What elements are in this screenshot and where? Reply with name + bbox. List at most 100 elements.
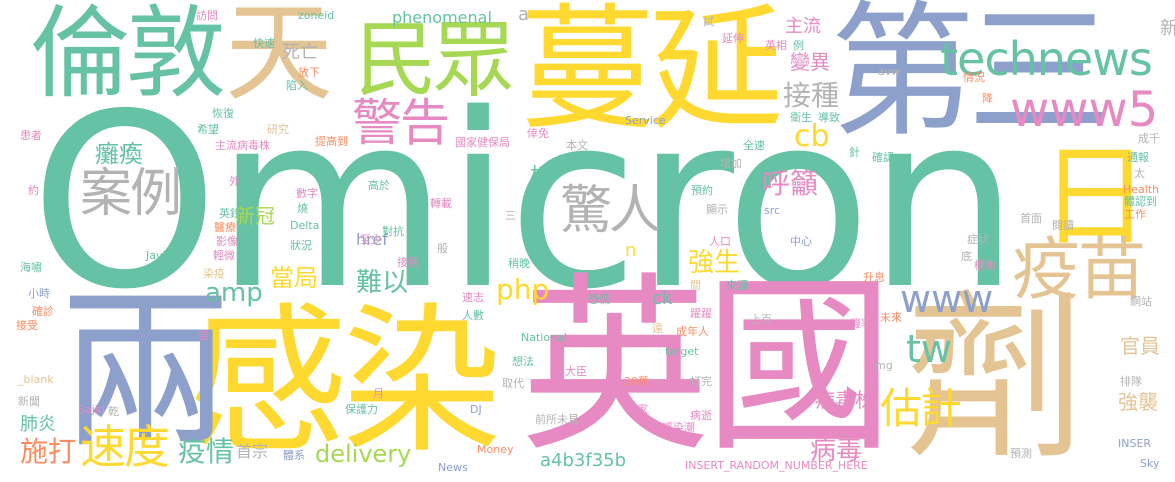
word-anli: 案例 [80, 164, 182, 224]
word-www: www [900, 277, 994, 321]
word-img: img [872, 359, 893, 372]
word-dachen: 大臣 [565, 365, 587, 378]
word-tanhuan: 癱瘓 [95, 140, 143, 168]
word-xinguan: 新冠 [235, 204, 275, 228]
word-src: src [764, 204, 781, 217]
word-tw: tw [906, 327, 952, 371]
word-www5: www5 [1010, 82, 1159, 138]
word-yue2: 月 [373, 387, 384, 400]
word-daozhi: 導致 [818, 111, 840, 124]
word-bingshi: 病逝 [690, 409, 712, 422]
word-tai: 太 [1134, 167, 1145, 180]
word-gongzuo: 工作 [1124, 208, 1146, 221]
word-jujia: 居家 [626, 403, 648, 416]
word-xiwang: 希望 [197, 123, 219, 136]
word-cb: cb [794, 119, 830, 154]
word-gaoyu: 高於 [368, 179, 390, 192]
word-queren: 確認 [872, 151, 894, 164]
word-qiangsheng: 強生 [688, 248, 741, 278]
word-tongbao: 通報 [1127, 151, 1149, 164]
word-yingxiang2: 影像 [216, 235, 238, 248]
word-quezhen: 確診 [32, 305, 54, 318]
word-bianyi: 變異 [790, 50, 830, 74]
word-lundun: 倫敦 [30, 0, 226, 112]
word-technews: technews [940, 32, 1153, 86]
word-zengjia: 增加 [720, 157, 742, 170]
word-zhuanzai: 轉載 [430, 197, 452, 210]
word-sky: Sky [1140, 457, 1160, 470]
word-chengqian: 成千 [1138, 132, 1160, 145]
word-kuaisu: 快速 [253, 37, 275, 50]
word-tirendao: 體認到 [1124, 195, 1157, 208]
word-xiaoshi: 小時 [28, 287, 50, 300]
word-shaowan: 稍晚 [508, 257, 530, 270]
word-omicron: Omicron [30, 62, 1020, 342]
word-quansu: 全速 [743, 139, 765, 152]
word-insert-random: INSERT_RANDOM_NUMBER_HERE [685, 459, 868, 472]
word-renkou: 人口 [709, 235, 731, 248]
word-renshu: 人數 [462, 309, 484, 322]
word-yuce: 預測 [1010, 447, 1032, 460]
word-quanheng: 權衡 [974, 259, 996, 272]
word-guji: 估計 [880, 384, 962, 433]
word-yiliao: 醫療 [214, 221, 236, 234]
word-jieshou: 接受 [16, 319, 38, 332]
word-service: Service [625, 114, 666, 127]
word-huanzhe: 患者 [20, 129, 42, 142]
word-san: 三 [505, 209, 516, 222]
word-weilai: 未來 [880, 311, 902, 324]
word-duikang: 對抗 [382, 225, 404, 238]
word-wai: 外 [229, 175, 240, 188]
word-yanshen: 延伸 [722, 32, 744, 45]
word-jiezhong: 接種 [783, 79, 840, 112]
word-tian: 天 [225, 0, 334, 116]
word-manyan: 蔓延 [520, 0, 784, 148]
word-guanyuan: 官員 [1120, 334, 1160, 358]
word-bingduzhu: 病毒株 [815, 388, 875, 412]
word-jingren: 驚人 [560, 181, 661, 241]
word-chengnianren: 成年人 [676, 325, 709, 338]
word-zhongxin: 中心 [790, 235, 812, 248]
word-sudu: 速度 [80, 420, 170, 474]
word-fangxia: 放下 [298, 66, 320, 79]
word-a: a [518, 4, 530, 25]
word-shouzong: 首宗 [236, 442, 269, 461]
word-zhuliubingduzhu: 主流病毒株 [215, 139, 270, 152]
word-qingwei: 輕微 [213, 249, 235, 262]
word-siwang: 死亡 [282, 42, 318, 63]
word-xinwen: 新聞 [18, 395, 40, 408]
word-zhishao: 至少 [360, 233, 382, 246]
word-shoumian: 首面 [1020, 212, 1042, 225]
word-baohuli: 保護力 [345, 403, 378, 416]
word-shuzi: 數字 [296, 187, 318, 200]
word-jinggao: 警告 [352, 94, 450, 152]
word-ban: 般 [437, 242, 448, 255]
word-delivery: delivery [315, 440, 412, 468]
word-sajid: Sajid [78, 403, 105, 416]
word-phenomenal: phenomenal [392, 8, 492, 27]
word-delta: Delta [290, 219, 320, 232]
word-yingxiang: 英相 [765, 39, 787, 52]
word-bingdu: 病毒 [810, 436, 863, 466]
word-nhs: 國家健保局 [455, 136, 510, 149]
word-jiezhong2: 接種 [397, 256, 419, 269]
word-ck: ck [652, 288, 673, 309]
word-zoneid: zoneid [298, 9, 335, 22]
word-tigaodao: 提高到 [315, 135, 348, 148]
word-ganranchao: 感染潮 [662, 421, 695, 434]
word-dj: DJ [470, 403, 482, 416]
word-xiangfa: 想法 [512, 355, 534, 368]
word-20wan: 20萬 [624, 375, 649, 388]
word-zhuliu: 主流 [785, 16, 821, 37]
word-qian: 乾 [108, 405, 119, 418]
word-jian: 間 [690, 279, 701, 292]
word-dawan: 打完 [690, 375, 712, 388]
word-avw: avw [878, 65, 901, 78]
word-nanyi: 難以 [356, 268, 409, 298]
word-zhu: 株 [530, 163, 550, 187]
word-bei: 倍 [198, 329, 209, 342]
word-disan: 第三 [830, 0, 1112, 157]
word-yue: 約 [28, 184, 39, 197]
word-shida: 施打 [20, 435, 77, 468]
